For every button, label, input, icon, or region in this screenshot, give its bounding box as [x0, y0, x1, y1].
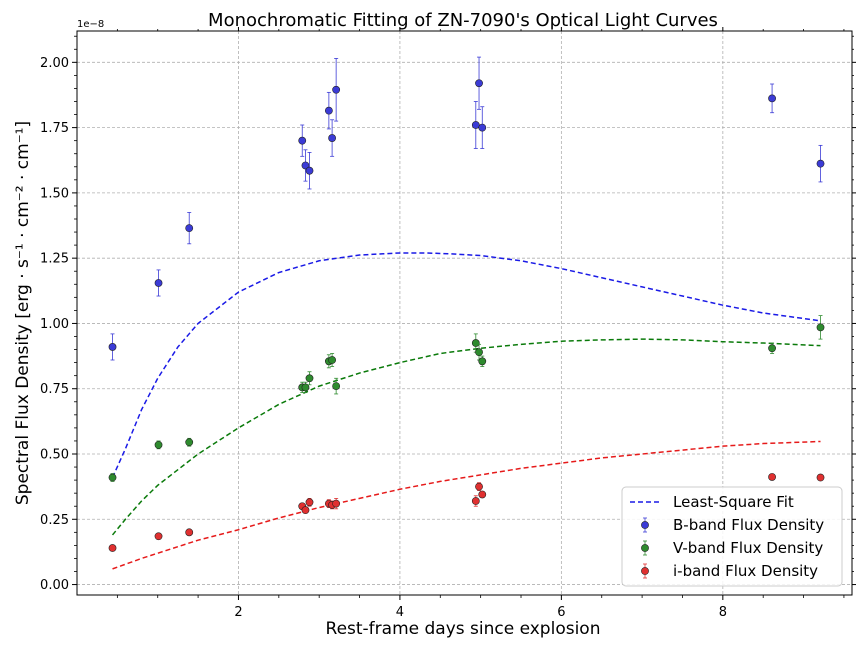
y-tick-label: 1.75 [40, 121, 69, 136]
y-tick-label: 1.50 [40, 186, 69, 201]
legend-v-label: V-band Flux Density [673, 539, 823, 557]
b-data-point [108, 343, 117, 351]
legend-i-label: i-band Flux Density [673, 562, 818, 580]
y-tick-label: 2.00 [40, 56, 69, 71]
i-data-point [305, 498, 314, 507]
i-data-point [332, 499, 341, 508]
legend-b-label: B-band Flux Density [673, 516, 824, 534]
i-data-point [471, 497, 480, 505]
v-data-point [305, 374, 314, 383]
i-data-point [768, 473, 776, 481]
b-data-point [301, 161, 310, 170]
y-tick-label: 0.75 [40, 382, 69, 397]
i-data-point [301, 506, 310, 515]
legend-fit-label: Least-Square Fit [673, 493, 794, 511]
y-tick-label: 0.25 [40, 513, 69, 528]
fit-curve-i [112, 440, 821, 570]
b-data-point [154, 279, 163, 287]
plot-frame [76, 30, 853, 596]
b-data-point [332, 85, 341, 94]
x-tick-label: 6 [557, 605, 565, 620]
b-data-point [471, 121, 480, 129]
v-data-point [108, 473, 117, 482]
i-data-point [185, 528, 194, 537]
legend-b-marker [641, 521, 649, 529]
y-tick-label: 0.50 [40, 448, 69, 463]
b-data-point [768, 94, 776, 103]
y-axis-label: Spectral Flux Density [erg · s⁻¹ · cm⁻² … [13, 121, 33, 505]
axis-ticks: 2 4 6 8 0.00 0.25 0.50 0.75 1.00 1.25 1.50 1.75 2.00 [40, 27, 856, 620]
legend-v-marker [641, 544, 649, 552]
v-data-point [475, 348, 483, 357]
i-data-point [154, 532, 163, 541]
fit-curve-v [111, 338, 821, 536]
legend: Least-Square Fit B-band Flux Density V-b… [621, 486, 843, 587]
v-data-point [328, 356, 337, 364]
b-data-point [185, 224, 194, 233]
v-data-point [185, 438, 194, 447]
fit-curve-b [111, 252, 821, 478]
b-data-point [475, 79, 483, 88]
b-data-point [298, 136, 307, 145]
i-data-point [478, 490, 487, 499]
legend-i-marker [641, 567, 649, 575]
i-data-point [475, 482, 483, 491]
x-tick-label: 2 [234, 605, 242, 620]
y-tick-label: 1.00 [40, 317, 69, 332]
y-scale-note: 1e−8 [77, 19, 104, 30]
b-data-point [324, 106, 333, 115]
v-data-point [332, 382, 341, 391]
y-tick-label: 1.25 [40, 252, 69, 267]
x-tick-label: 8 [719, 605, 727, 620]
v-data-point [768, 344, 776, 353]
b-data-point [305, 166, 314, 175]
v-data-point [478, 357, 487, 366]
x-axis-label: Rest-frame days since explosion [326, 619, 601, 639]
i-data-point [108, 544, 117, 552]
v-data-point [471, 339, 480, 347]
v-data-point [816, 323, 825, 332]
b-data-point [816, 159, 825, 168]
legend-frame [621, 486, 843, 587]
i-data-point [816, 473, 825, 482]
b-data-point [478, 123, 487, 132]
chart-title: Monochromatic Fitting of ZN-7090's Optic… [208, 10, 718, 31]
v-data-point [301, 383, 310, 392]
v-data-point [154, 440, 163, 449]
data-points [108, 56, 825, 552]
fit-curves [111, 252, 821, 570]
b-data-point [328, 134, 337, 142]
x-tick-label: 4 [396, 605, 404, 620]
y-tick-label: 0.00 [40, 578, 69, 593]
